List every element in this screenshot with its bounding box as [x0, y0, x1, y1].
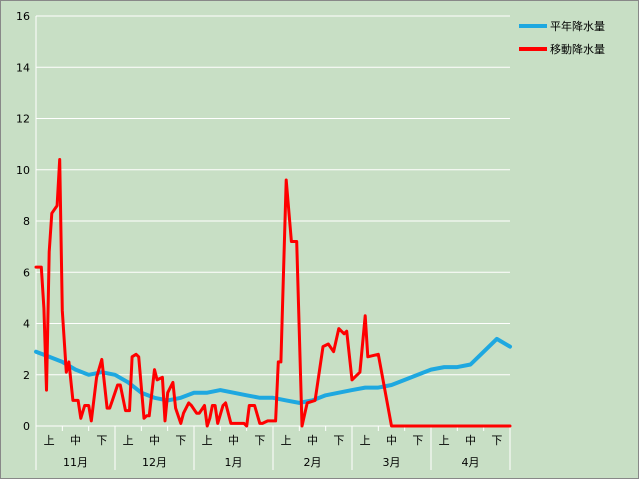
y-tick-label: 6 — [23, 266, 30, 279]
x-period-label: 上 — [281, 434, 292, 447]
y-tick-label: 10 — [16, 164, 30, 177]
x-period-label: 下 — [96, 434, 107, 447]
series-lines — [34, 158, 512, 428]
x-month-label: 2月 — [304, 456, 322, 469]
x-period-label: 上 — [439, 434, 450, 447]
legend-label-normal: 平年降水量 — [550, 19, 605, 33]
y-tick-label: 16 — [16, 10, 30, 23]
x-month-label: 3月 — [383, 456, 401, 469]
x-period-label: 中 — [465, 434, 476, 447]
x-month-label: 12月 — [142, 456, 167, 469]
x-month-label: 4月 — [462, 456, 480, 469]
x-period-label: 上 — [44, 434, 55, 447]
y-tick-label: 8 — [23, 215, 30, 228]
legend-label-moving: 移動降水量 — [550, 42, 605, 56]
x-period-label: 下 — [175, 434, 186, 447]
y-tick-label: 4 — [23, 318, 30, 331]
x-period-label: 中 — [70, 434, 81, 447]
y-tick-label: 12 — [16, 113, 30, 126]
y-tick-label: 2 — [23, 369, 30, 382]
x-period-label: 上 — [202, 434, 213, 447]
x-month-label: 11月 — [63, 456, 88, 469]
series-line-moving — [34, 158, 512, 428]
x-period-label: 中 — [149, 434, 160, 447]
y-tick-label: 0 — [23, 420, 30, 433]
x-period-label: 下 — [254, 434, 265, 447]
x-period-label: 上 — [123, 434, 134, 447]
x-period-label: 上 — [360, 434, 371, 447]
y-axis: 0 2 4 6 8 10 12 14 16 — [16, 10, 30, 433]
x-period-label: 下 — [491, 434, 502, 447]
y-tick-label: 14 — [16, 61, 30, 74]
legend: 平年降水量 移動降水量 — [519, 19, 605, 56]
x-period-label: 中 — [386, 434, 397, 447]
series-line-normal — [34, 336, 512, 405]
x-period-label: 下 — [412, 434, 423, 447]
x-period-label: 中 — [307, 434, 318, 447]
x-period-label: 下 — [333, 434, 344, 447]
gridlines — [35, 15, 510, 427]
x-period-label: 中 — [228, 434, 239, 447]
x-month-label: 1月 — [225, 456, 243, 469]
